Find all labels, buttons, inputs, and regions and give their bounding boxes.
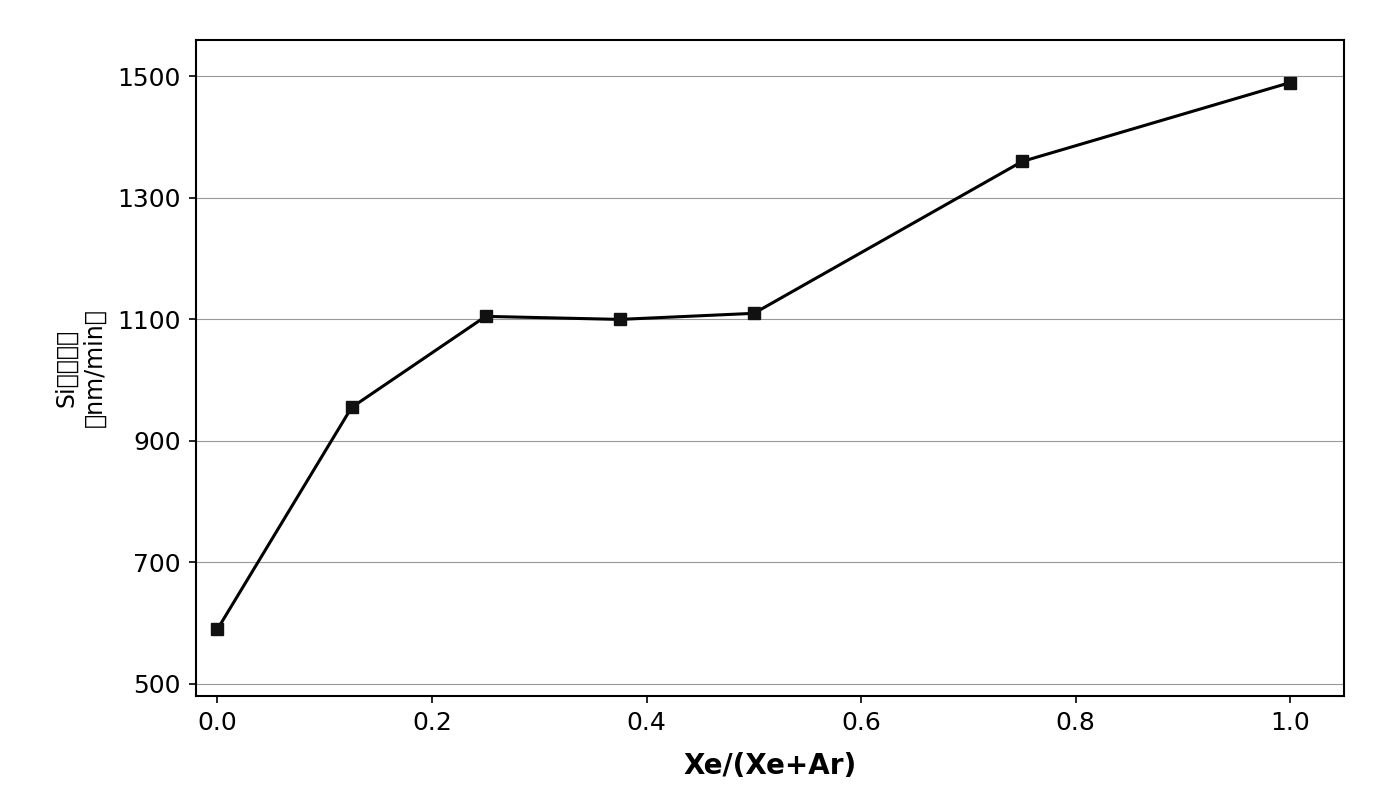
X-axis label: Xe/(Xe+Ar): Xe/(Xe+Ar) — [683, 752, 857, 780]
Y-axis label: Si蚀刺速率
（nm/min）: Si蚀刺速率 （nm/min） — [55, 309, 106, 427]
